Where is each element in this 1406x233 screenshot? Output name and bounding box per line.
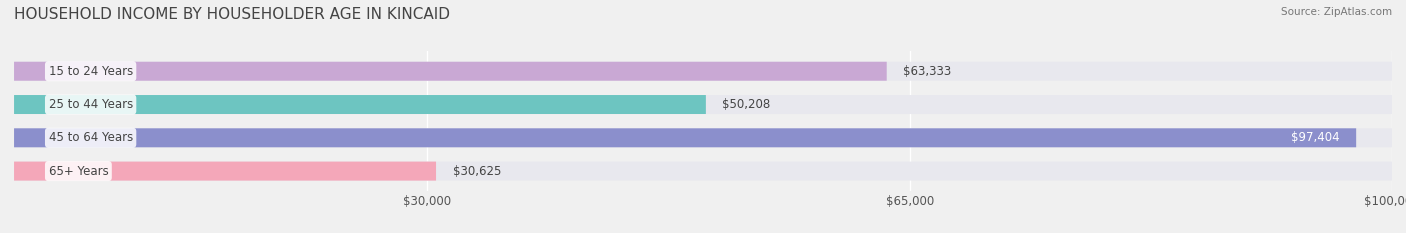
FancyBboxPatch shape: [14, 95, 1392, 114]
Text: $50,208: $50,208: [723, 98, 770, 111]
Text: HOUSEHOLD INCOME BY HOUSEHOLDER AGE IN KINCAID: HOUSEHOLD INCOME BY HOUSEHOLDER AGE IN K…: [14, 7, 450, 22]
Text: 25 to 44 Years: 25 to 44 Years: [48, 98, 132, 111]
FancyBboxPatch shape: [14, 162, 436, 181]
Text: $30,625: $30,625: [453, 164, 501, 178]
FancyBboxPatch shape: [14, 62, 887, 81]
Text: $97,404: $97,404: [1291, 131, 1340, 144]
Text: 45 to 64 Years: 45 to 64 Years: [48, 131, 132, 144]
FancyBboxPatch shape: [14, 162, 1392, 181]
FancyBboxPatch shape: [14, 128, 1357, 147]
Text: Source: ZipAtlas.com: Source: ZipAtlas.com: [1281, 7, 1392, 17]
Text: 15 to 24 Years: 15 to 24 Years: [48, 65, 132, 78]
FancyBboxPatch shape: [14, 95, 706, 114]
FancyBboxPatch shape: [14, 62, 1392, 81]
FancyBboxPatch shape: [14, 128, 1392, 147]
Text: $63,333: $63,333: [903, 65, 952, 78]
Text: 65+ Years: 65+ Years: [48, 164, 108, 178]
